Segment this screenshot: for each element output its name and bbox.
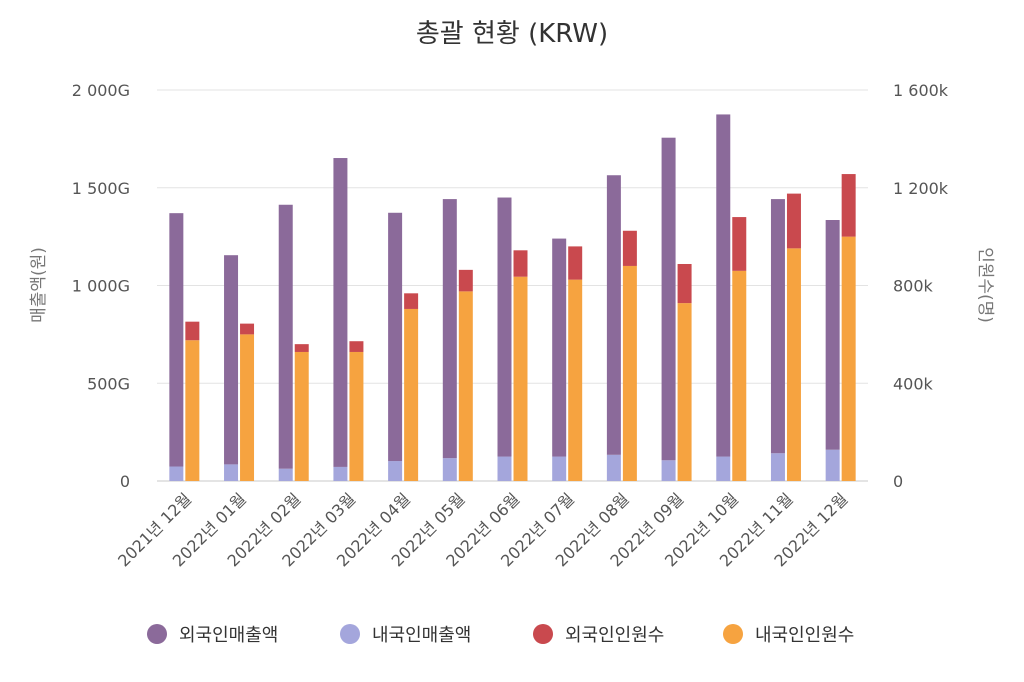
bar-foreign-people [294,344,309,352]
bar-foreign-sales [497,197,512,457]
bar-foreign-sales [333,158,348,467]
bar-domestic-people [841,236,856,481]
bar-domestic-sales [169,466,184,481]
bar-foreign-people [786,193,801,249]
left-tick-label: 2 000G [72,81,130,100]
bar-domestic-people [732,270,747,481]
left-axis-ticks: 0 500G 1 000G 1 500G 2 000G [72,81,130,491]
bar-foreign-sales [169,213,184,467]
bars [169,114,856,481]
bar-domestic-sales [224,464,239,481]
bar-foreign-people [458,269,473,292]
legend-marker [533,624,553,644]
left-tick-label: 500G [87,374,130,393]
gridlines [157,89,868,482]
bar-domestic-sales [497,456,512,481]
left-tick-label: 1 500G [72,179,130,198]
bar-domestic-sales [825,449,840,481]
bar-foreign-people [841,174,856,237]
bar-foreign-sales [388,212,403,462]
bar-foreign-people [677,263,692,304]
bar-domestic-people [513,276,528,481]
legend: 외국인매출액 내국인매출액 외국인인원수 내국인인원수 [147,624,854,646]
bar-foreign-sales [825,220,840,450]
bar-foreign-sales [552,238,567,457]
bar-domestic-people [677,303,692,481]
bar-foreign-people [568,246,583,280]
legend-label: 내국인매출액 [372,625,471,646]
bar-foreign-sales [661,137,676,461]
bar-domestic-sales [278,468,293,481]
right-tick-label: 400k [893,374,934,393]
bar-foreign-sales [770,199,785,454]
legend-marker [723,624,743,644]
bar-domestic-people [786,248,801,481]
bar-foreign-people [622,230,637,266]
legend-label: 외국인인원수 [565,625,664,646]
bar-domestic-sales [552,456,567,481]
bar-domestic-people [349,351,364,481]
bar-foreign-people [185,321,200,341]
bar-foreign-people [240,323,255,335]
bar-domestic-people [185,340,200,481]
right-tick-label: 1 600k [893,81,949,100]
bar-foreign-sales [278,204,293,469]
bar-domestic-sales [661,460,676,481]
bar-foreign-people [732,217,747,271]
bar-foreign-sales [716,114,731,457]
right-tick-label: 1 200k [893,179,949,198]
left-axis-label: 매출액(원) [29,247,49,323]
bar-domestic-sales [716,456,731,481]
bar-foreign-sales [442,199,457,459]
bar-foreign-people [349,341,364,352]
right-axis-label: 인원수(명) [975,247,995,323]
bar-domestic-people [458,291,473,481]
bar-domestic-people [404,308,419,481]
right-tick-label: 0 [893,472,903,491]
right-axis-ticks: 0 400k 800k 1 200k 1 600k [893,81,949,491]
bar-domestic-sales [442,458,457,481]
legend-marker [340,624,360,644]
bar-domestic-people [294,351,309,481]
legend-label: 외국인매출액 [179,625,278,646]
bar-domestic-sales [606,454,621,481]
bar-foreign-people [404,293,419,309]
bar-foreign-sales [224,255,239,465]
right-tick-label: 800k [893,277,934,296]
bar-foreign-sales [606,175,621,455]
bar-domestic-sales [770,453,785,481]
bar-domestic-sales [388,461,403,481]
bar-domestic-people [240,334,255,481]
bar-foreign-people [513,250,528,277]
bar-domestic-people [568,279,583,481]
legend-label: 내국인인원수 [755,625,854,646]
legend-marker [147,624,167,644]
left-tick-label: 1 000G [72,277,130,296]
bar-domestic-sales [333,466,348,481]
bar-domestic-people [622,265,637,481]
chart-title: 총괄 현황 (KRW) [416,19,608,49]
left-tick-label: 0 [120,472,130,491]
